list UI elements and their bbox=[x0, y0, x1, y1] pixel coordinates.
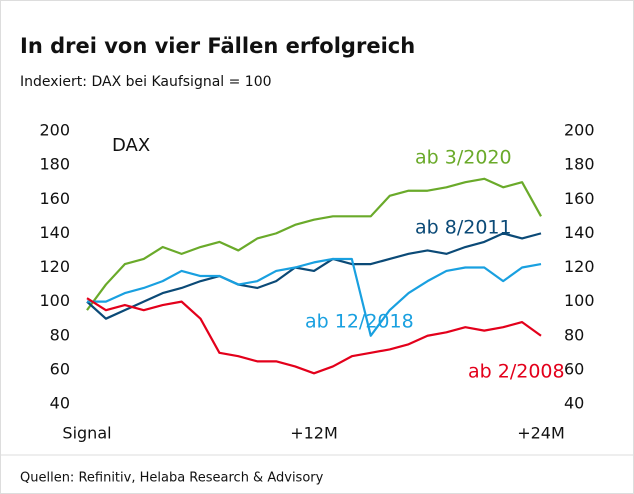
y-tick-label: 160 bbox=[39, 189, 70, 208]
x-tick-label: +12M bbox=[290, 424, 338, 443]
y-tick-label: 180 bbox=[39, 155, 70, 174]
series-line bbox=[86, 177, 542, 311]
subtitle: Indexiert: DAX bei Kaufsignal = 100 bbox=[20, 74, 272, 90]
y2-tick-label: 80 bbox=[564, 325, 584, 344]
y2-tick-label: 200 bbox=[564, 121, 595, 140]
y2-tick-label: 120 bbox=[564, 257, 595, 276]
chart-title: In drei von vier Fällen erfolgreich bbox=[20, 34, 415, 58]
y2-tick-label: 180 bbox=[564, 155, 595, 174]
y-tick-label: 120 bbox=[39, 257, 70, 276]
y-tick-label: 60 bbox=[50, 359, 70, 378]
x-tick-label: +24M bbox=[517, 424, 565, 443]
series-line bbox=[87, 257, 542, 337]
series-line bbox=[86, 297, 542, 375]
y-tick-label: 200 bbox=[39, 121, 70, 140]
series-label: ab 12/2018 bbox=[305, 311, 414, 333]
annotation: DAX bbox=[112, 135, 150, 156]
y-tick-label: 80 bbox=[50, 325, 70, 344]
source: Quellen: Refinitiv, Helaba Research & Ad… bbox=[20, 471, 324, 486]
y2-tick-label: 60 bbox=[564, 359, 584, 378]
series-label: ab 3/2020 bbox=[415, 147, 512, 169]
series-label: ab 8/2011 bbox=[415, 217, 512, 239]
y2-tick-label: 140 bbox=[564, 223, 595, 242]
y-tick-label: 40 bbox=[50, 394, 70, 413]
series-label: ab 2/2008 bbox=[468, 361, 565, 383]
y-tick-label: 100 bbox=[39, 291, 70, 310]
x-tick-label: Signal bbox=[62, 424, 111, 443]
y2-tick-label: 160 bbox=[564, 189, 595, 208]
y2-tick-label: 40 bbox=[564, 394, 584, 413]
y2-tick-label: 100 bbox=[564, 291, 595, 310]
series-line bbox=[86, 232, 542, 320]
y-tick-label: 140 bbox=[39, 223, 70, 242]
